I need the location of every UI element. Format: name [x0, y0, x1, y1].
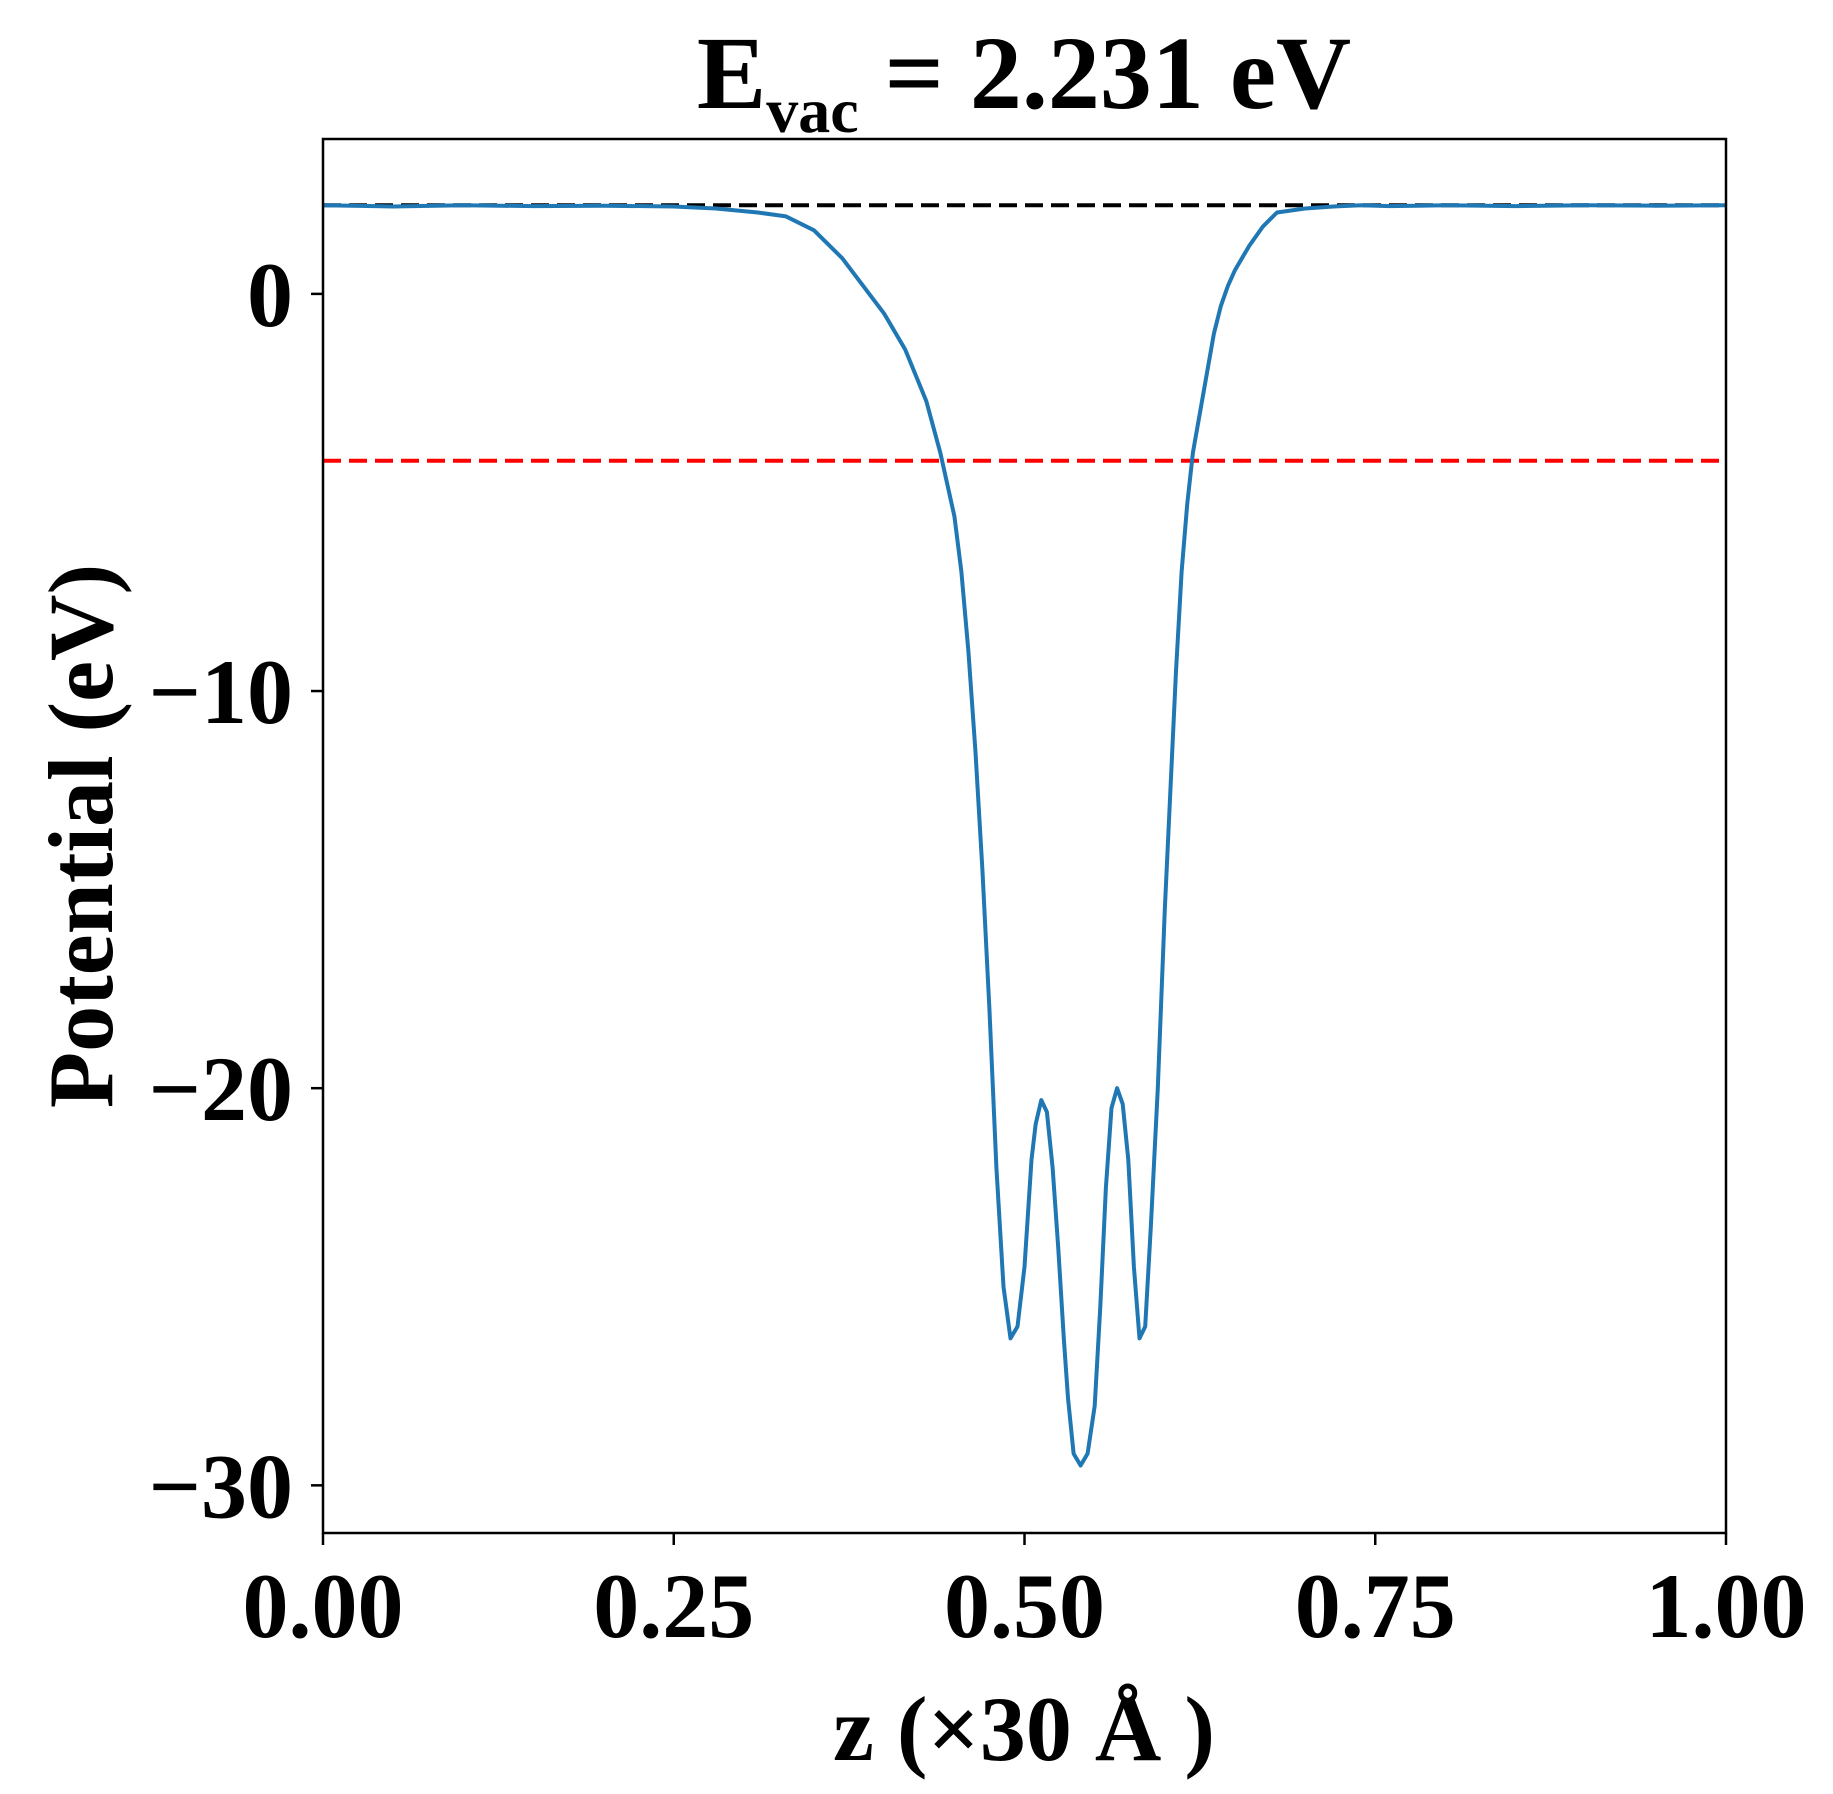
x-tick-label: 1.00	[1646, 1555, 1807, 1657]
x-axis-ticks: 0.00 0.25 0.50 0.75 1.00	[243, 1533, 1807, 1657]
x-tick-label: 0.00	[243, 1555, 404, 1657]
chart-title: Evac = 2.231 eV	[697, 16, 1351, 146]
x-tick-label: 0.25	[593, 1555, 754, 1657]
plot-frame	[321, 137, 1728, 1535]
data-series	[322, 203, 1727, 1468]
y-tick-label: −30	[149, 1435, 293, 1537]
series-line-0	[322, 203, 1727, 1468]
x-tick-label: 0.75	[1295, 1555, 1456, 1657]
plot-area	[322, 203, 1727, 1468]
x-tick-label: 0.50	[944, 1555, 1105, 1657]
chart-title-main: E	[697, 16, 766, 131]
chart-title-subscript: vac	[766, 75, 858, 146]
reference-lines	[323, 203, 1726, 463]
y-tick-label: 0	[247, 244, 293, 346]
y-tick-label: −10	[149, 641, 293, 743]
chart-title-rest: = 2.231 eV	[859, 16, 1352, 131]
y-tick-label: −20	[149, 1038, 293, 1140]
x-axis-label: z (×30 Å )	[833, 1678, 1215, 1780]
y-axis-ticks: 0 −10 −20 −30	[149, 244, 323, 1537]
y-axis-label: Potential (eV)	[30, 564, 132, 1108]
